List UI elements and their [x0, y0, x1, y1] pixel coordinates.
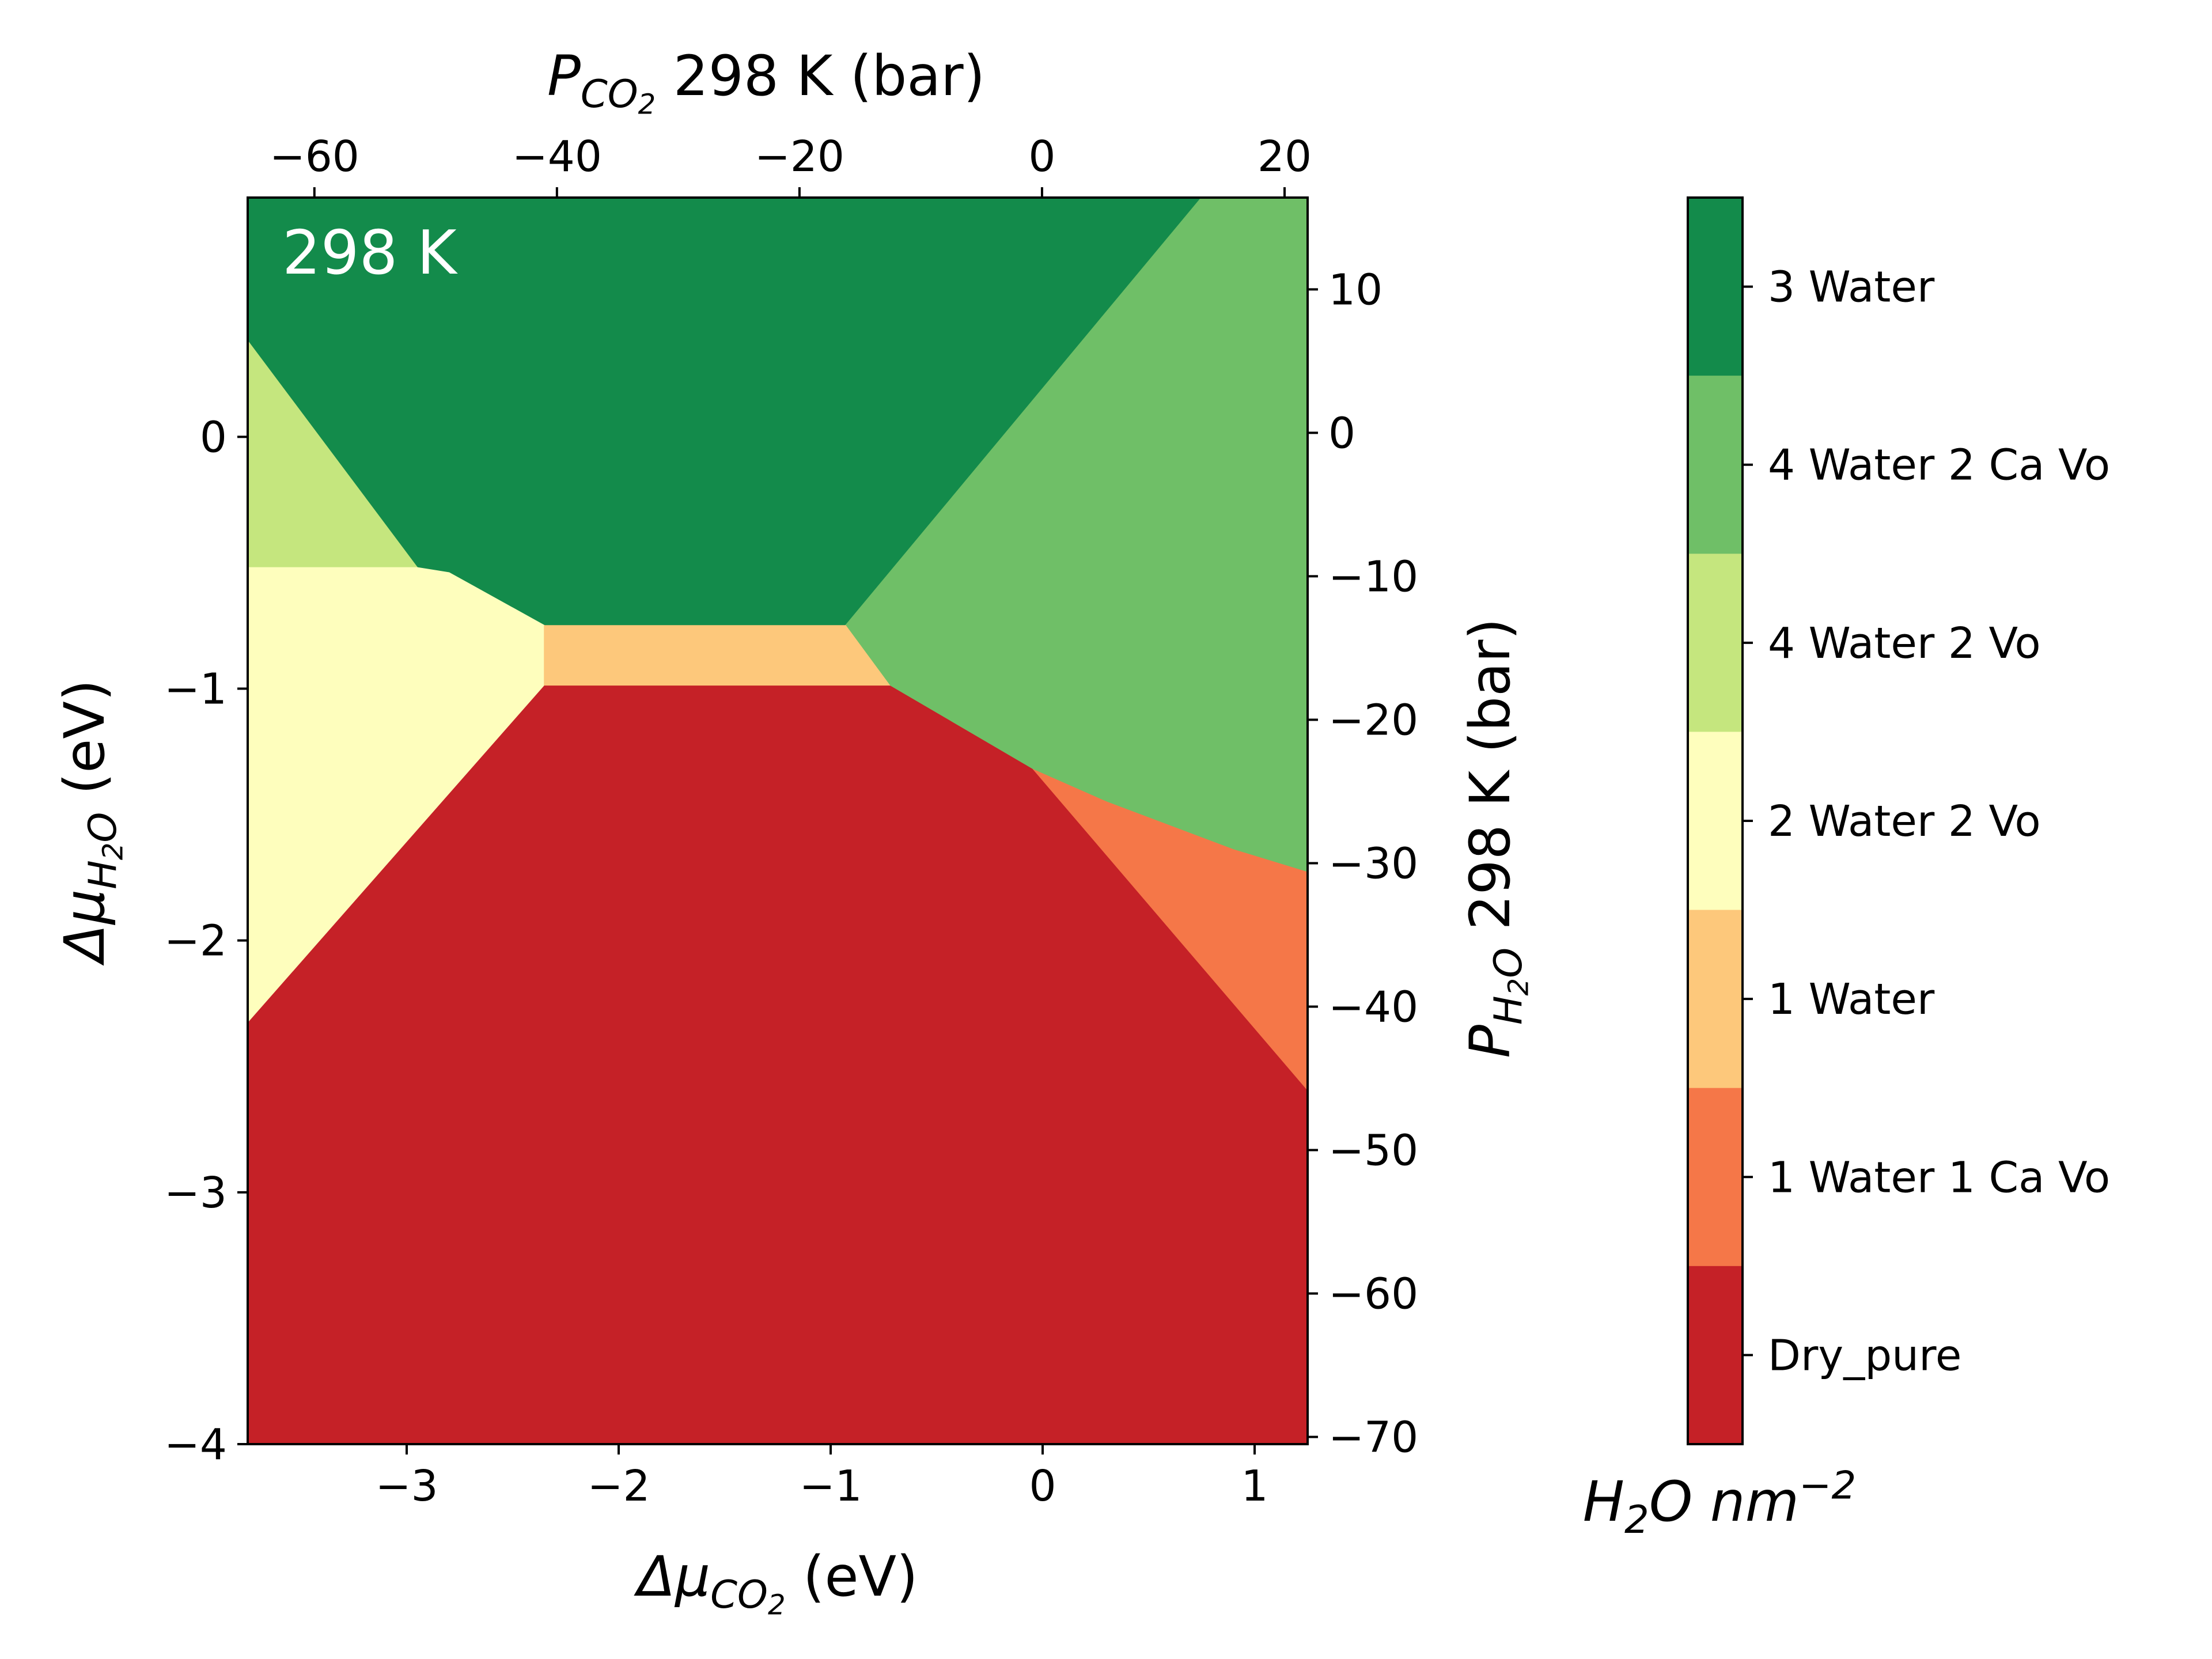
right-y-tick-label: −40 — [1328, 982, 1418, 1032]
colorbar-unit-label: H2O nm−2 — [1583, 1463, 1856, 1543]
colorbar-swatch — [1688, 1266, 1743, 1445]
y-tick-label: −3 — [164, 1168, 227, 1218]
right-y-tick-label: −50 — [1328, 1126, 1418, 1176]
top-x-tick-label: −20 — [755, 132, 844, 181]
y-tick-label: −4 — [164, 1420, 227, 1469]
y-tick-label: −2 — [164, 916, 227, 966]
colorbar-label: 1 Water — [1768, 975, 1935, 1024]
svg-text:ΔμCO2 (eV): ΔμCO2 (eV) — [633, 1544, 918, 1622]
right-y-tick-label: −60 — [1328, 1270, 1418, 1319]
top-x-tick-label: −60 — [270, 132, 359, 181]
svg-text:PH2O 298 K (bar): PH2O 298 K (bar) — [1458, 618, 1535, 1058]
svg-text:PCO2 298 K (bar): PCO2 298 K (bar) — [547, 44, 985, 121]
x-tick-label: 1 — [1241, 1461, 1268, 1511]
top-x-tick-label: −40 — [512, 132, 602, 181]
axes: −3 −2 −1 0 10−1−2−3−4−60 −40 −20 0 20100−10−20−3… — [52, 44, 1535, 1622]
colorbar-label: 2 Water 2 Vo — [1768, 797, 2041, 846]
top-x-tick-label: 20 — [1257, 132, 1312, 181]
x-tick-label: 0 — [1029, 1461, 1056, 1511]
right-y-tick-label: 10 — [1328, 265, 1382, 315]
colorbar-swatch — [1688, 554, 1743, 733]
right-y-tick-label: −70 — [1328, 1413, 1418, 1463]
x-tick-label: −1 — [799, 1461, 862, 1511]
colorbar-label: 1 Water 1 Ca Vo — [1768, 1153, 2110, 1202]
colorbar-label: 3 Water — [1768, 263, 1935, 312]
right-y-axis-label: PH2O 298 K (bar) — [1458, 618, 1535, 1058]
temperature-annotation: 298 K — [282, 218, 459, 288]
colorbar-label: Dry_pure — [1768, 1331, 1961, 1380]
phase-region-1-water — [544, 625, 891, 687]
svg-text:ΔμH2O (eV): ΔμH2O (eV) — [52, 680, 130, 967]
top-x-tick-label: 0 — [1028, 132, 1055, 181]
x-tick-label: −3 — [375, 1461, 438, 1511]
right-y-tick-label: −20 — [1328, 695, 1418, 745]
y-axis-label: ΔμH2O (eV) — [52, 680, 130, 967]
colorbar-swatch — [1688, 910, 1743, 1089]
colorbar-swatch — [1688, 1088, 1743, 1267]
y-tick-label: 0 — [200, 412, 227, 462]
right-y-tick-label: −30 — [1328, 839, 1418, 888]
colorbar-frame — [1687, 196, 1744, 1445]
colorbar: 3 Water 4 Water 2 Ca Vo 4 Water 2 Vo 2 Wate… — [1583, 196, 2110, 1543]
colorbar-label: 4 Water 2 Ca Vo — [1768, 441, 2110, 490]
colorbar-swatch — [1688, 198, 1743, 377]
right-y-tick-label: −10 — [1328, 552, 1418, 601]
x-tick-label: −2 — [587, 1461, 650, 1511]
x-axis-label: ΔμCO2 (eV) — [633, 1544, 918, 1622]
colorbar-swatch — [1688, 376, 1743, 555]
phase-regions — [247, 197, 1308, 1445]
top-x-axis-label: PCO2 298 K (bar) — [547, 44, 985, 121]
plot-frame — [247, 196, 1309, 1445]
y-tick-label: −1 — [164, 664, 227, 714]
right-y-tick-label: 0 — [1328, 408, 1355, 458]
colorbar-label: 4 Water 2 Vo — [1768, 619, 2041, 668]
colorbar-swatch — [1688, 732, 1743, 911]
